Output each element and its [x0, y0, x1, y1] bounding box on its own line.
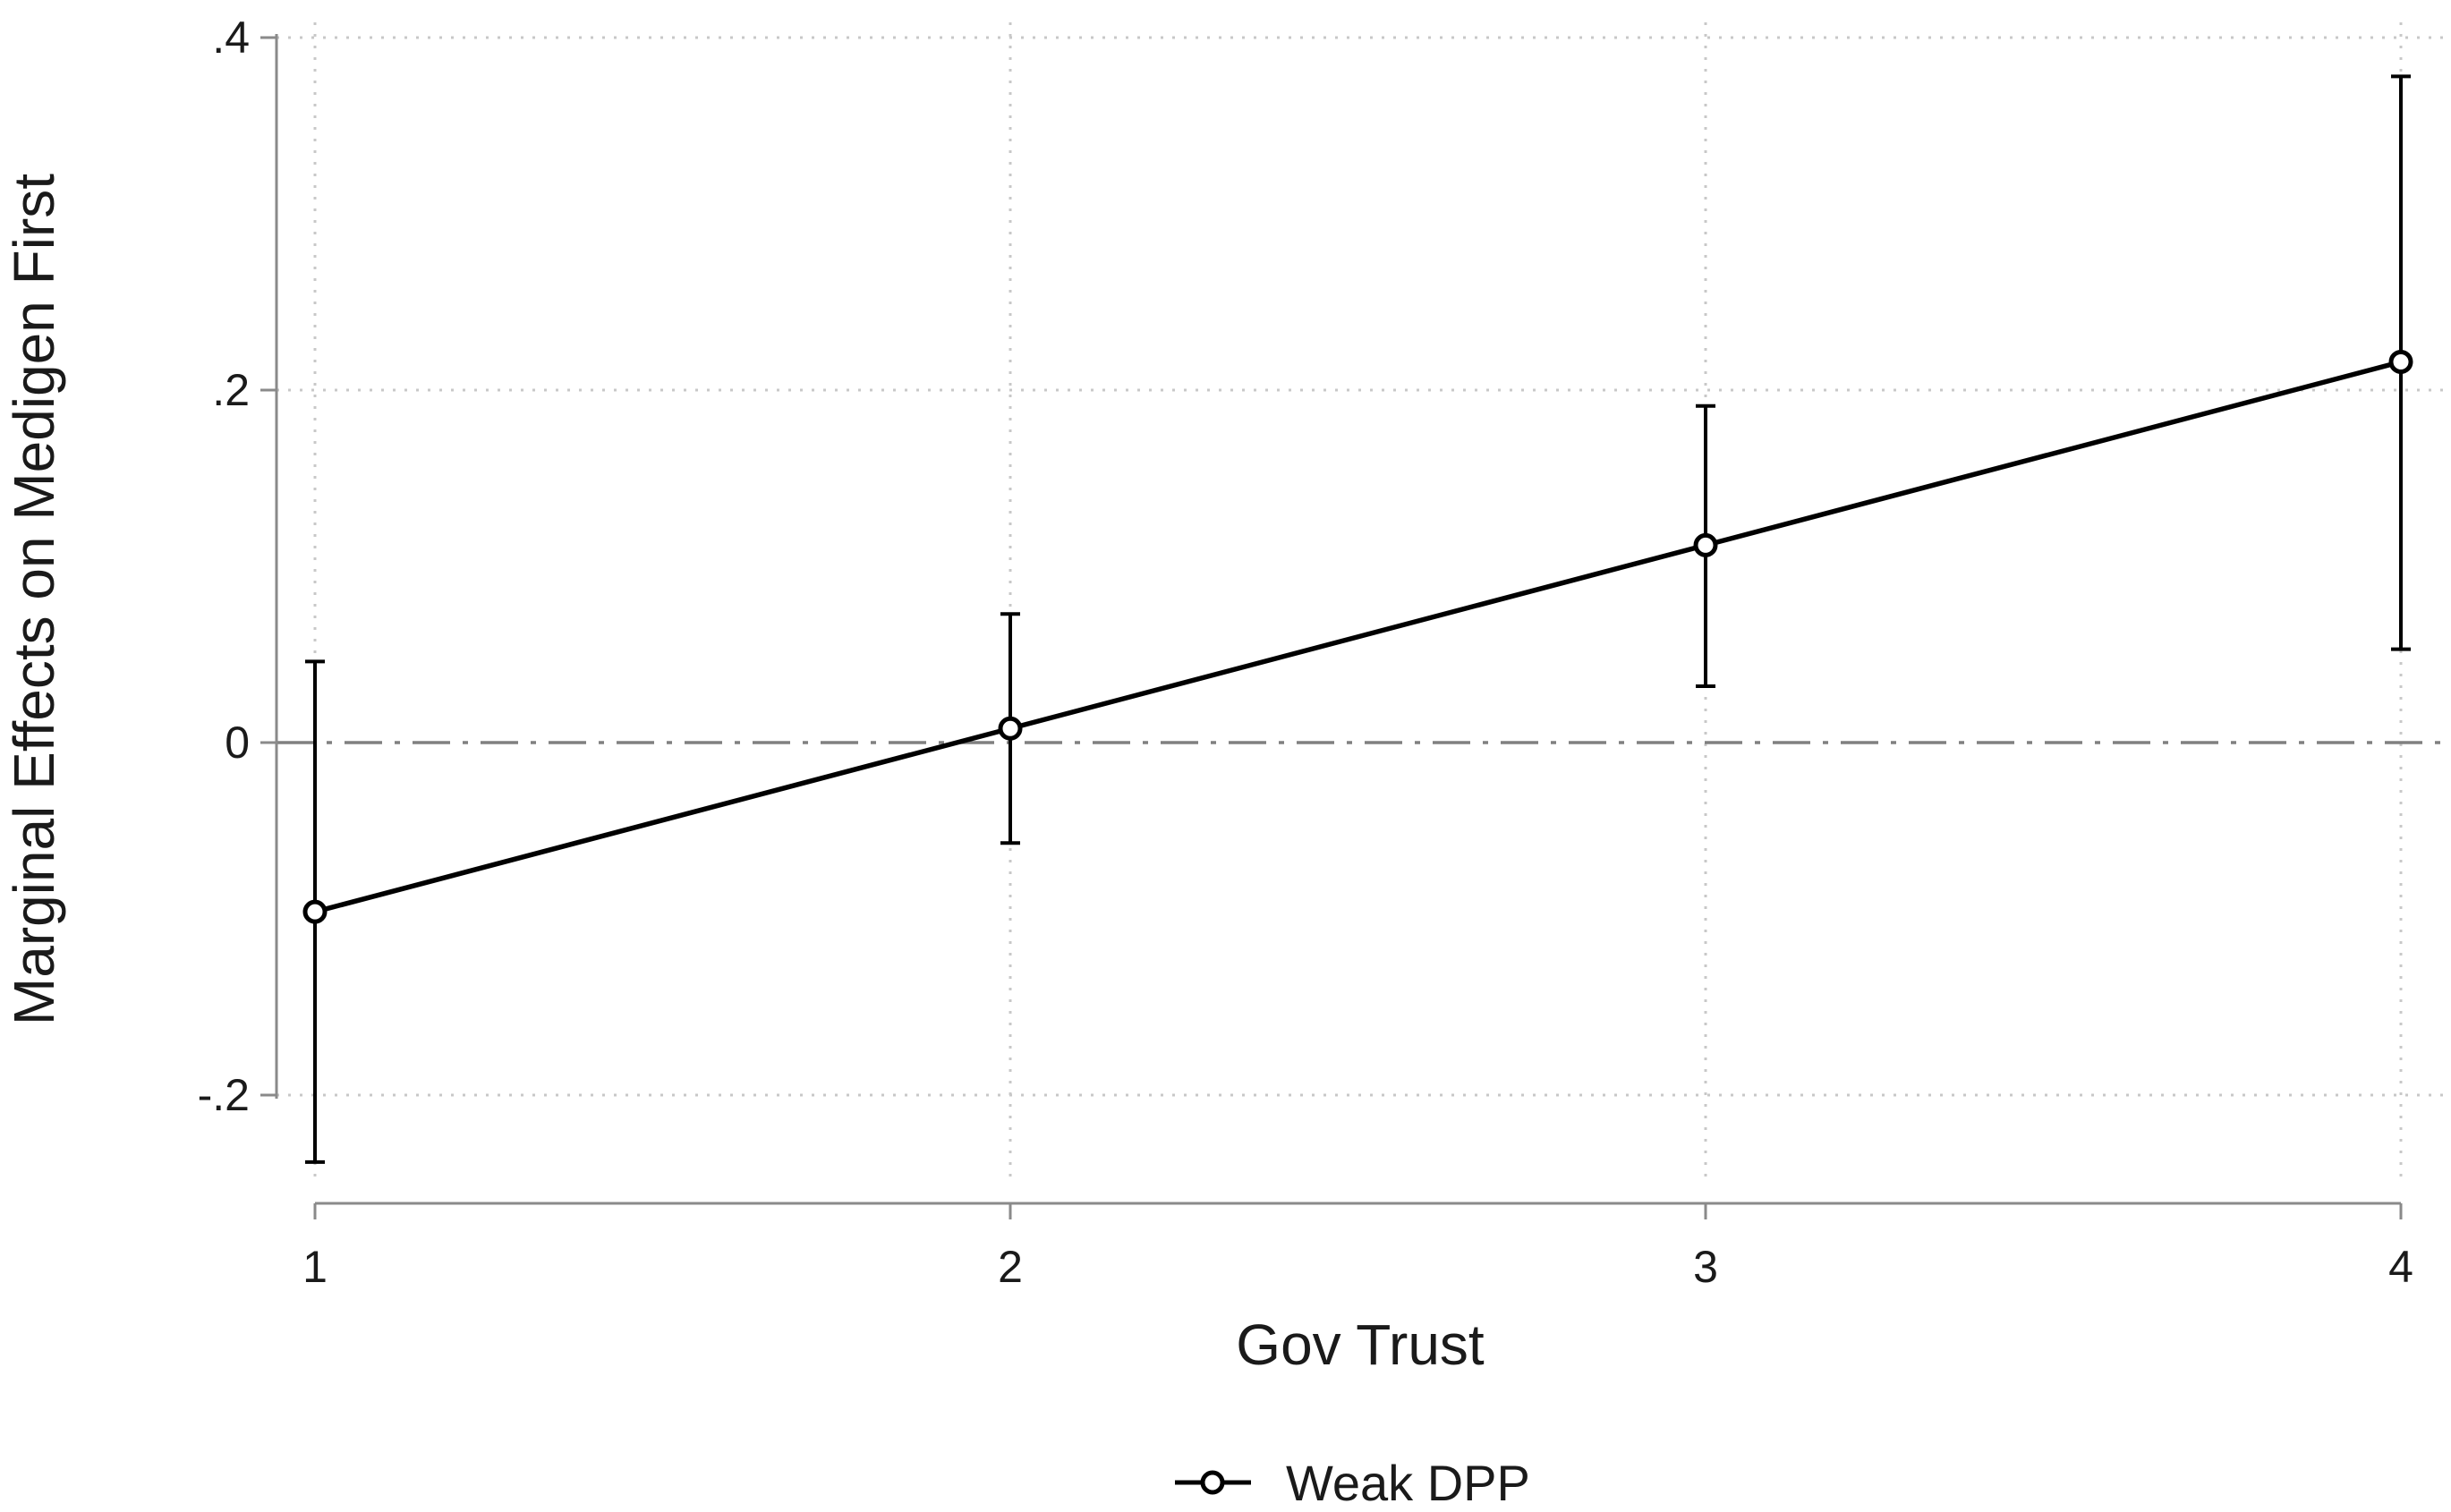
legend-label-weak-dpp: Weak DPP — [1286, 1455, 1530, 1511]
data-point-3 — [2388, 349, 2413, 374]
y-tick-label-2: .2 — [212, 365, 250, 415]
y-tick-label-3: .4 — [212, 13, 250, 63]
data-point-2 — [1693, 532, 1718, 557]
y-axis-ticks: -.2 0 .2 .4 — [198, 13, 277, 1120]
legend: Weak DPP — [1175, 1455, 1530, 1511]
x-axis-title: Gov Trust — [1236, 1312, 1485, 1377]
x-tick-label-0: 1 — [302, 1242, 328, 1292]
series — [302, 74, 2413, 1164]
y-axis-title: Marginal Effects on Medigen First — [2, 174, 66, 1025]
series-line-0 — [314, 359, 2402, 914]
y-tick-label-0: -.2 — [198, 1070, 250, 1120]
data-point-0 — [302, 899, 328, 924]
legend-marker — [1200, 1470, 1225, 1495]
x-tick-label-1: 2 — [998, 1242, 1023, 1292]
data-point-1 — [998, 716, 1023, 741]
x-tick-label-3: 4 — [2388, 1242, 2413, 1292]
x-tick-label-2: 3 — [1693, 1242, 1718, 1292]
grid-lines — [277, 22, 2444, 1179]
axes — [275, 34, 2401, 1205]
y-tick-label-1: 0 — [225, 718, 250, 768]
series-0 — [302, 74, 2413, 1164]
x-axis-ticks: 1 2 3 4 — [302, 1203, 2413, 1292]
